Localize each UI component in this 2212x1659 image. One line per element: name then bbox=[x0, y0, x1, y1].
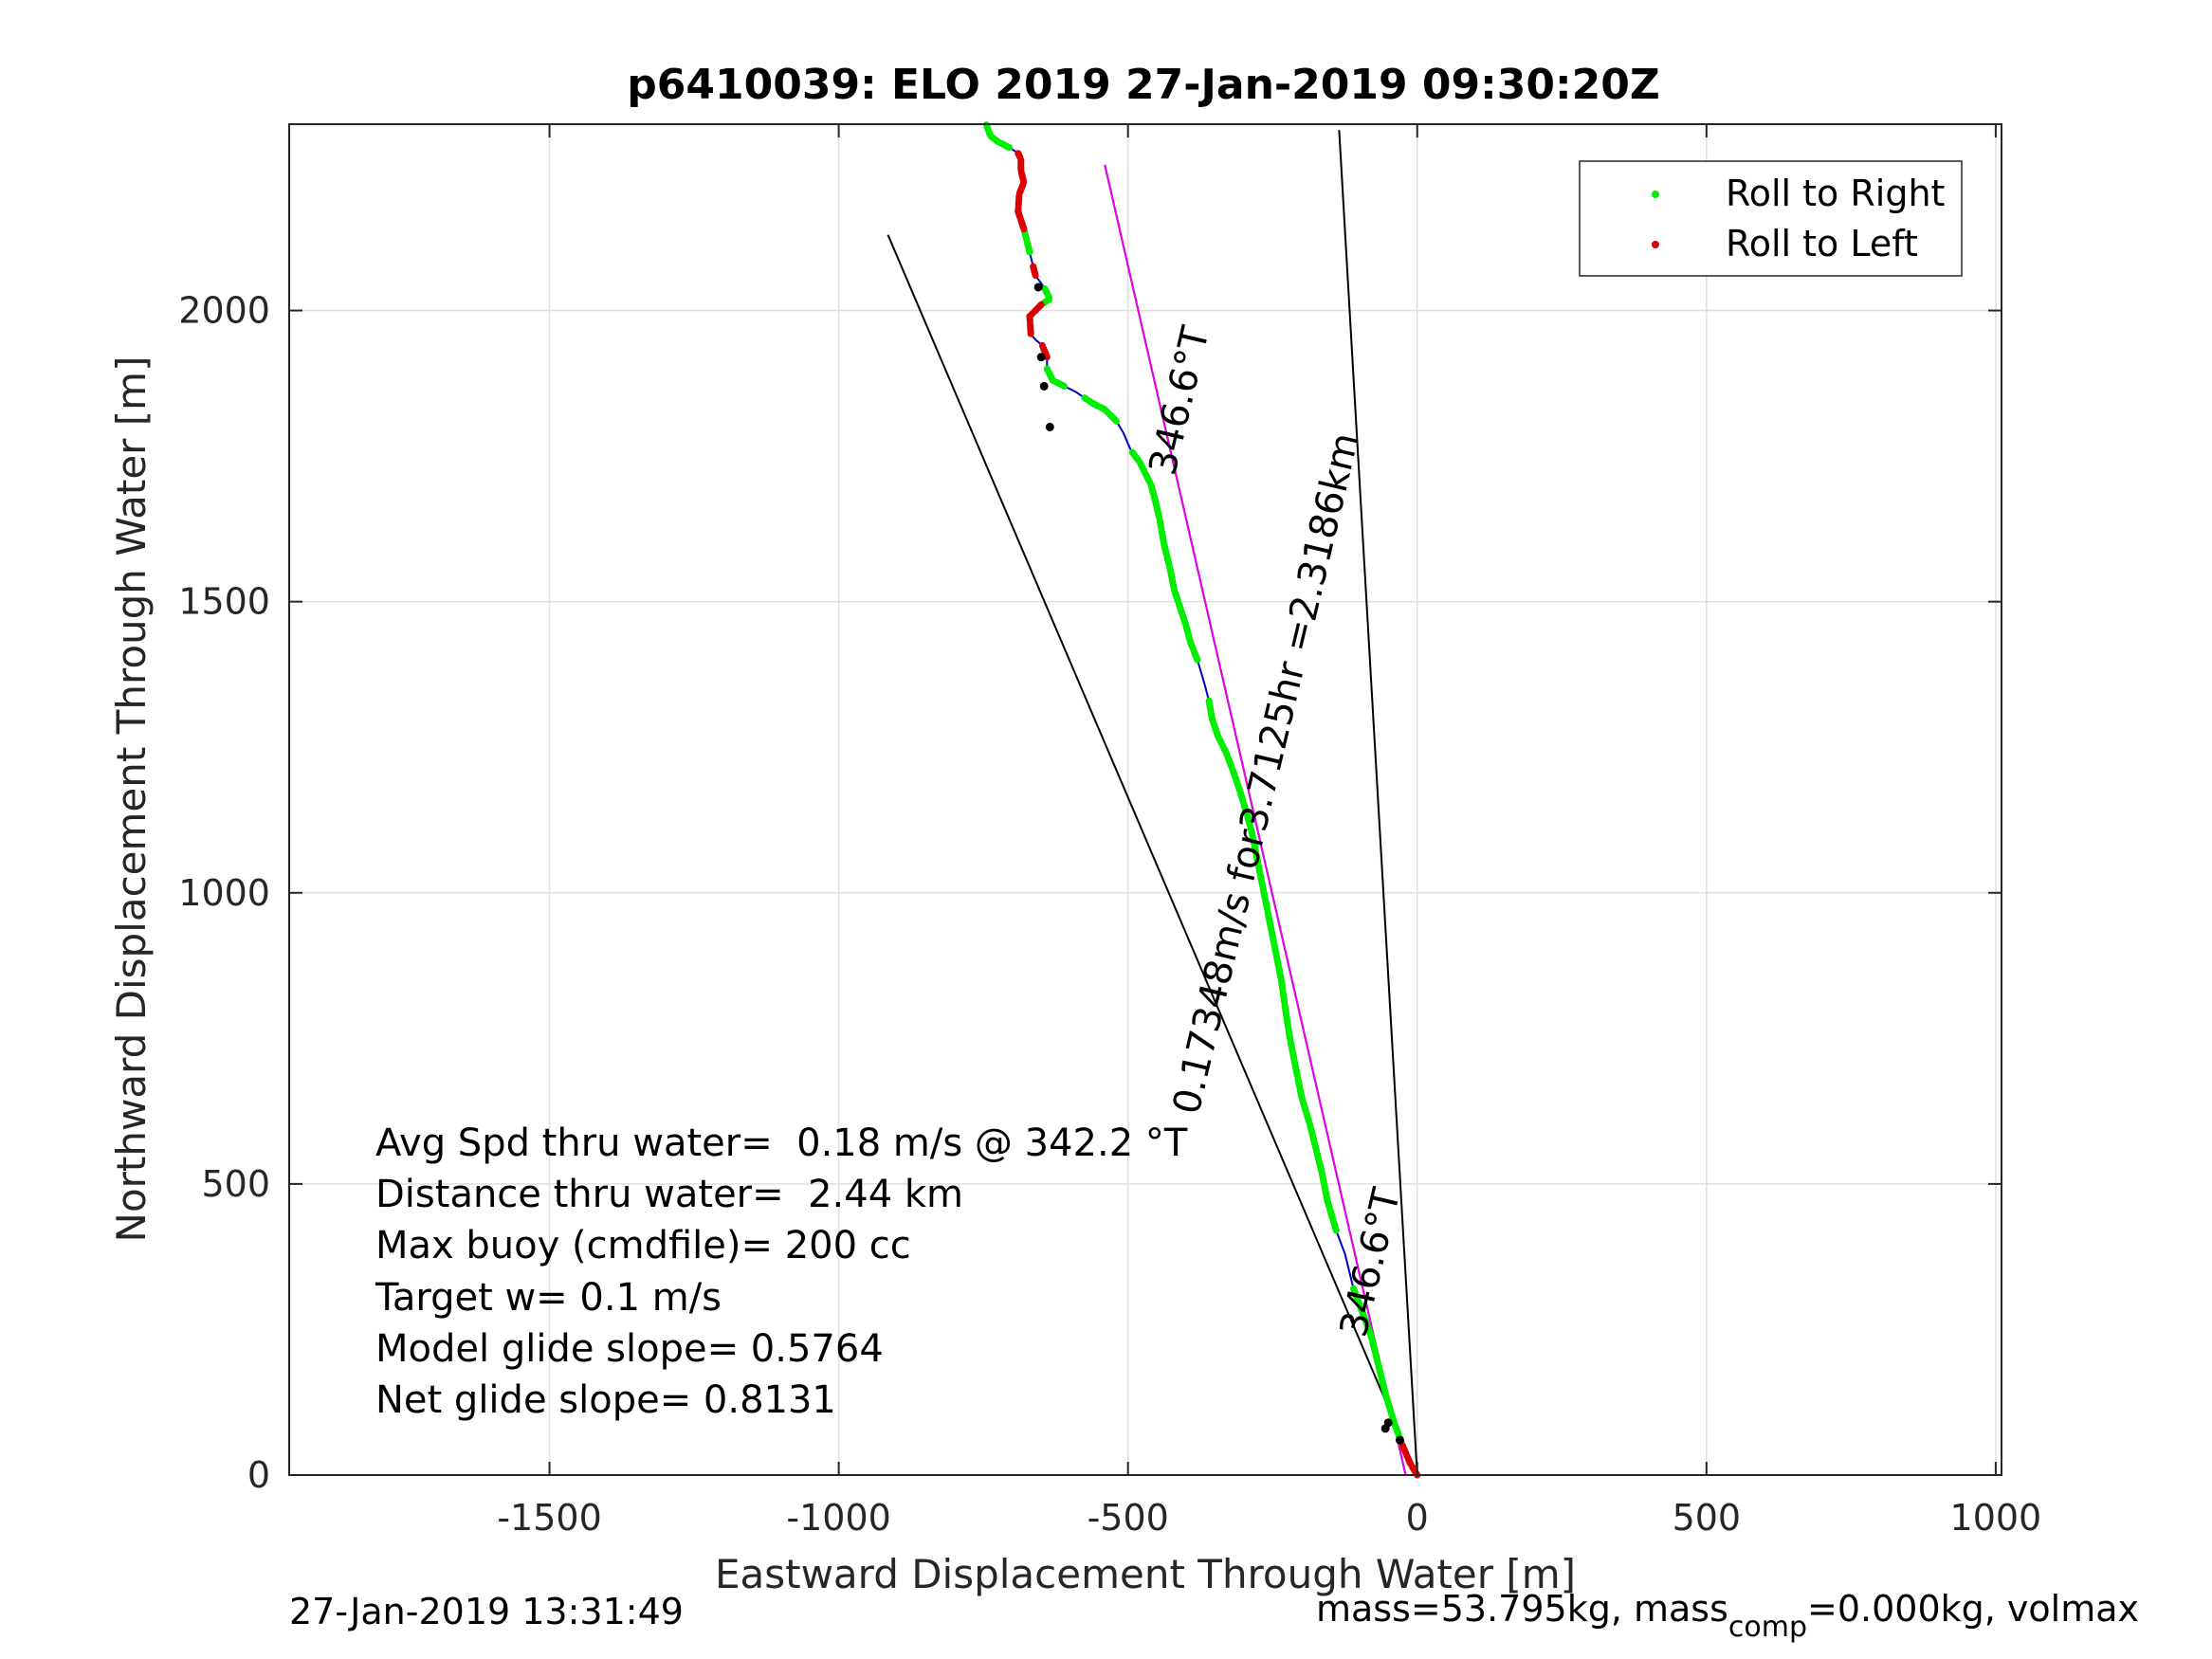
roll-left-segment bbox=[1026, 301, 1045, 337]
axis-ticks: -1500 -1000 -500 0 500 1000 0 500 1000 1500 2000 bbox=[178, 124, 2041, 1539]
legend: Roll to Right Roll to Left bbox=[1579, 160, 1963, 277]
y-axis-label: Northward Displacement Through Water [m] bbox=[108, 356, 155, 1243]
vertex-point bbox=[1039, 381, 1049, 391]
chart-title: p6410039: ELO 2019 27-Jan-2019 09:30:20Z bbox=[627, 61, 1659, 109]
vertex-point bbox=[1383, 1418, 1393, 1428]
roll-right-segment bbox=[982, 120, 1014, 152]
roll-left-segment bbox=[1038, 341, 1051, 361]
vertex-point bbox=[1395, 1435, 1404, 1445]
reference-line bbox=[1104, 164, 1407, 1476]
reference-lines bbox=[887, 130, 1418, 1476]
x-tick-label: 0 bbox=[1406, 1497, 1429, 1539]
roll-left-segment bbox=[1029, 260, 1039, 280]
roll-right-segment bbox=[1081, 394, 1120, 425]
roll-left-segment bbox=[1015, 150, 1028, 233]
y-tick-label: 2000 bbox=[178, 290, 270, 332]
roll-right-segment bbox=[1043, 365, 1069, 390]
roll-left-segment bbox=[1399, 1442, 1421, 1479]
y-tick-label: 1500 bbox=[178, 581, 270, 623]
roll-right-markers bbox=[982, 120, 1406, 1449]
vertex-points bbox=[1033, 283, 1404, 1445]
annotation-distance: Distance thru water= 2.44 km bbox=[375, 1173, 963, 1216]
legend-box bbox=[1579, 160, 1963, 277]
y-tick-label: 0 bbox=[247, 1454, 270, 1496]
legend-label-roll-left: Roll to Left bbox=[1726, 223, 1918, 264]
reference-line bbox=[1338, 130, 1418, 1476]
stats-annotations: Avg Spd thru water= 0.18 m/s @ 342.2 °T … bbox=[375, 1121, 1188, 1422]
legend-marker-roll-left bbox=[1652, 241, 1659, 248]
footer-timestamp: 27-Jan-2019 13:31:49 bbox=[289, 1591, 684, 1632]
annotation-avg-speed: Avg Spd thru water= 0.18 m/s @ 342.2 °T bbox=[375, 1121, 1188, 1165]
roll-right-segment bbox=[1266, 919, 1340, 1234]
legend-label-roll-right: Roll to Right bbox=[1726, 173, 1945, 214]
plot-frame bbox=[288, 123, 2002, 1476]
footer-mass-text: mass=53.795kg, mass bbox=[1316, 1588, 1728, 1630]
reference-line bbox=[887, 234, 1418, 1476]
x-axis-label: Eastward Displacement Through Water [m] bbox=[715, 1551, 1576, 1597]
x-tick-label: 500 bbox=[1673, 1497, 1742, 1539]
y-tick-label: 1000 bbox=[178, 872, 270, 914]
roll-right-segment bbox=[1350, 1285, 1406, 1449]
y-tick-label: 500 bbox=[201, 1163, 270, 1205]
legend-marker-roll-right bbox=[1652, 191, 1659, 198]
x-tick-label: -1500 bbox=[497, 1497, 601, 1539]
x-tick-label: -1000 bbox=[786, 1497, 890, 1539]
footer-mass-subscript: comp bbox=[1728, 1611, 1807, 1644]
vertex-point bbox=[1045, 422, 1054, 431]
annotation-target-w: Target w= 0.1 m/s bbox=[375, 1276, 722, 1320]
roll-right-segment bbox=[1205, 697, 1273, 925]
annotation-model-glide: Model glide slope= 0.5764 bbox=[375, 1327, 884, 1371]
roll-right-segment bbox=[1127, 447, 1201, 664]
vertex-point bbox=[1036, 353, 1046, 362]
x-tick-label: -500 bbox=[1088, 1497, 1169, 1539]
vertex-point bbox=[1033, 283, 1043, 292]
annotation-net-glide: Net glide slope= 0.8131 bbox=[375, 1378, 836, 1422]
footer-mass-rest: =0.000kg, volmax bbox=[1807, 1588, 2139, 1630]
annotation-max-buoy: Max buoy (cmdfile)= 200 cc bbox=[375, 1224, 911, 1267]
roll-left-markers bbox=[1015, 150, 1421, 1479]
roll-right-segment bbox=[1037, 283, 1054, 308]
footer-mass-info: mass=53.795kg, masscomp=0.000kg, volmax bbox=[1316, 1588, 2139, 1644]
x-tick-label: 1000 bbox=[1950, 1497, 2042, 1539]
